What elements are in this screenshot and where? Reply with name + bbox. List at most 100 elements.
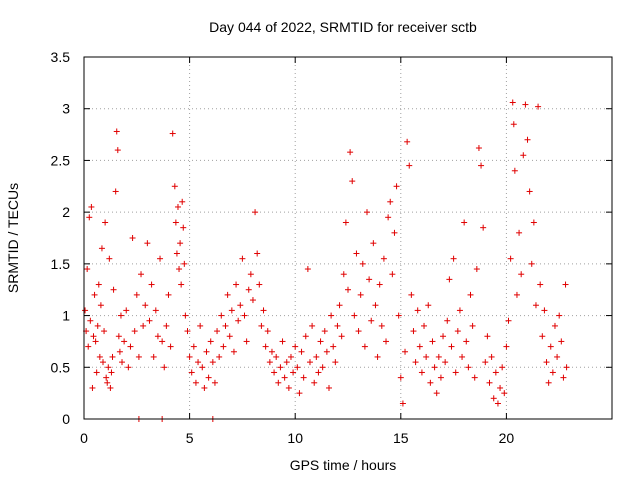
data-point <box>264 328 271 335</box>
y-tick-label: 3.5 <box>51 49 71 65</box>
data-point <box>188 369 195 376</box>
data-point <box>184 328 191 335</box>
grid-layer <box>84 57 612 419</box>
data-point <box>376 281 383 288</box>
data-point <box>421 322 428 329</box>
data-point <box>325 384 332 391</box>
data-point <box>558 338 565 345</box>
data-point <box>389 271 396 278</box>
data-point <box>378 322 385 329</box>
data-point <box>503 343 510 350</box>
data-point <box>91 291 98 298</box>
data-point <box>207 338 214 345</box>
data-point <box>82 307 89 314</box>
data-point <box>86 214 93 221</box>
data-point <box>556 312 563 319</box>
data-points <box>82 99 570 422</box>
data-point <box>437 374 444 381</box>
data-point <box>243 338 250 345</box>
data-point <box>107 384 114 391</box>
data-point <box>359 260 366 267</box>
data-point <box>260 307 267 314</box>
data-point <box>92 338 99 345</box>
data-point <box>563 364 570 371</box>
data-point <box>551 322 558 329</box>
x-tick-label: 0 <box>80 430 88 446</box>
chart-title: Day 044 of 2022, SRMTID for receiver sct… <box>209 19 477 35</box>
data-point <box>357 291 364 298</box>
data-point <box>391 229 398 236</box>
data-point <box>115 333 122 340</box>
data-point <box>296 390 303 397</box>
data-point <box>518 271 525 278</box>
data-point <box>509 99 516 106</box>
data-point <box>385 214 392 221</box>
data-point <box>252 209 259 216</box>
y-tick-label: 0 <box>62 411 70 427</box>
data-point <box>473 266 480 273</box>
data-point <box>537 281 544 288</box>
data-point <box>450 255 457 262</box>
data-point <box>87 317 94 324</box>
data-point <box>224 291 231 298</box>
data-point <box>492 369 499 376</box>
data-point <box>448 343 455 350</box>
data-point <box>110 286 117 293</box>
data-point <box>283 359 290 366</box>
data-point <box>125 364 132 371</box>
data-point <box>469 322 476 329</box>
data-point <box>547 343 554 350</box>
data-point <box>103 374 110 381</box>
data-point <box>560 374 567 381</box>
data-point <box>440 333 447 340</box>
data-point <box>423 353 430 360</box>
data-point <box>497 384 504 391</box>
data-point <box>494 400 501 407</box>
data-point <box>146 317 153 324</box>
data-point <box>511 167 518 174</box>
data-point <box>471 374 478 381</box>
data-point <box>410 328 417 335</box>
data-point <box>106 255 113 262</box>
data-point <box>374 353 381 360</box>
data-point <box>245 286 252 293</box>
data-point <box>393 183 400 190</box>
data-point <box>211 379 218 386</box>
data-point <box>427 379 434 386</box>
data-point <box>96 353 103 360</box>
data-point <box>524 136 531 143</box>
data-point <box>256 281 263 288</box>
data-point <box>412 359 419 366</box>
data-point <box>197 322 204 329</box>
data-point <box>138 271 145 278</box>
data-point <box>254 250 261 257</box>
data-point <box>123 307 130 314</box>
data-point <box>220 343 227 350</box>
data-point <box>171 183 178 190</box>
data-point <box>262 343 269 350</box>
data-point <box>300 374 307 381</box>
data-point <box>179 198 186 205</box>
data-point <box>104 379 111 386</box>
data-point <box>452 369 459 376</box>
data-point <box>93 369 100 376</box>
data-point <box>336 302 343 309</box>
data-point <box>499 364 506 371</box>
data-point <box>172 219 179 226</box>
data-point <box>319 364 326 371</box>
data-point <box>459 353 466 360</box>
data-point <box>112 188 119 195</box>
data-point <box>372 302 379 309</box>
data-point <box>97 302 104 309</box>
data-point <box>95 281 102 288</box>
data-point <box>182 312 189 319</box>
data-point <box>144 240 151 247</box>
data-point <box>444 317 451 324</box>
data-point <box>209 359 216 366</box>
y-tick-label: 2 <box>62 204 70 220</box>
data-point <box>368 317 375 324</box>
data-point <box>340 271 347 278</box>
data-point <box>507 255 514 262</box>
data-point <box>203 348 210 355</box>
